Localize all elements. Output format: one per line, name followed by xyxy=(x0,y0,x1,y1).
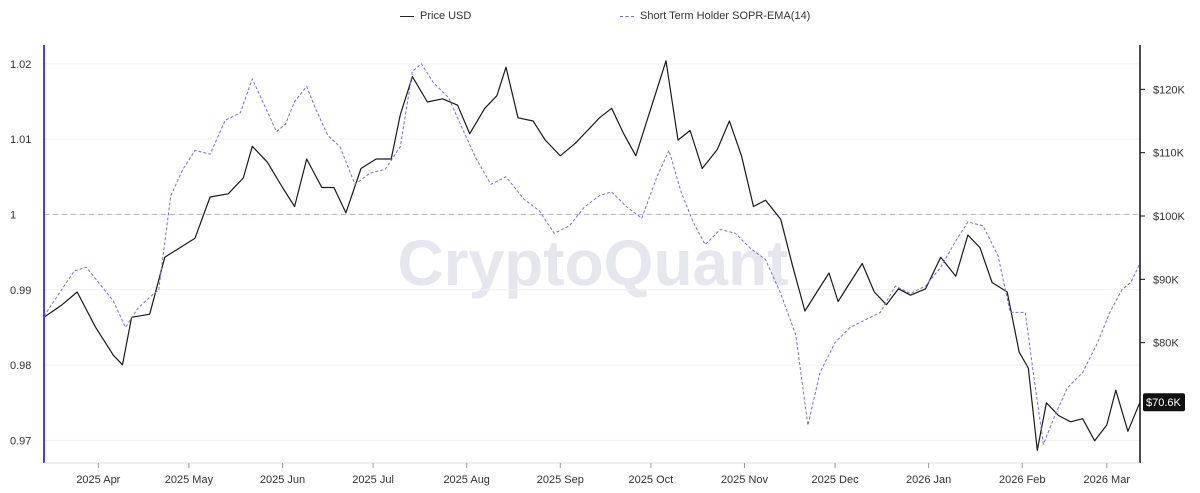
x-tick-label: 2025 May xyxy=(165,474,214,486)
legend-sopr-label: Short Term Holder SOPR-EMA(14) xyxy=(640,10,811,22)
legend-price[interactable]: Price USD xyxy=(400,10,471,22)
left-tick-label: 0.97 xyxy=(10,435,31,447)
x-tick-label: 2026 Mar xyxy=(1084,474,1131,486)
right-tick-label: $90K xyxy=(1153,274,1179,286)
x-tick-label: 2026 Jan xyxy=(906,474,951,486)
left-tick-label: 0.99 xyxy=(10,285,31,297)
x-tick-label: 2025 Oct xyxy=(629,474,674,486)
left-tick-label: 0.98 xyxy=(10,360,31,372)
x-tick-label: 2026 Feb xyxy=(999,474,1045,486)
price-series-line xyxy=(43,60,1141,451)
grid-lines xyxy=(44,63,1140,441)
x-axis: 2025 Apr 2025 May 2025 Jun 2025 Jul 2025 Aug… xyxy=(44,462,1140,486)
left-tick-label: 1.02 xyxy=(10,59,31,71)
right-axis: $80K $90K $100K $110K $120K xyxy=(1139,45,1185,463)
x-tick-label: 2025 Jul xyxy=(352,474,394,486)
right-tick-label: $110K xyxy=(1153,148,1185,160)
x-tick-label: 2025 Aug xyxy=(443,474,490,486)
x-tick-label: 2025 Nov xyxy=(721,474,769,486)
left-tick-label: 1.01 xyxy=(10,134,31,146)
x-tick-label: 2025 Dec xyxy=(812,474,860,486)
legend-sopr[interactable]: Short Term Holder SOPR-EMA(14) xyxy=(620,10,810,22)
x-tick-label: 2025 Jun xyxy=(260,474,305,486)
series-layer xyxy=(43,60,1141,451)
legend-sopr-swatch xyxy=(620,15,634,17)
sopr-series-line xyxy=(43,63,1141,445)
right-tick-label: $120K xyxy=(1153,84,1185,96)
right-tick-label: $100K xyxy=(1153,211,1185,223)
left-tick-label: 1 xyxy=(10,209,16,221)
x-tick-label: 2025 Sep xyxy=(537,474,584,486)
legend-price-swatch xyxy=(400,15,414,17)
right-tick-label: $80K xyxy=(1153,338,1179,350)
last-price-badge: $70.6K xyxy=(1143,393,1185,412)
x-tick-label: 2025 Apr xyxy=(76,474,120,486)
last-price-label: $70.6K xyxy=(1146,397,1182,409)
legend-price-label: Price USD xyxy=(420,10,472,22)
watermark: CryptoQuant xyxy=(397,227,788,299)
left-axis: 0.97 0.98 0.99 1 1.01 1.02 xyxy=(10,45,45,463)
last-price-bg xyxy=(1143,393,1185,412)
